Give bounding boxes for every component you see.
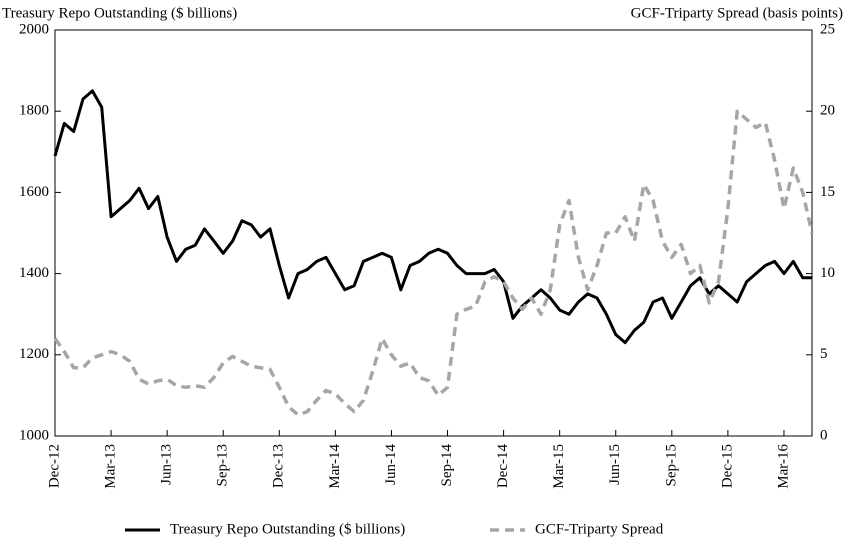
y2-tick-label: 5 xyxy=(820,346,828,362)
y2-tick-label: 20 xyxy=(820,103,835,119)
y-tick-label: 1400 xyxy=(19,265,49,281)
y-tick-label: 1600 xyxy=(19,184,49,200)
x-tick-label: Jun-15 xyxy=(607,444,623,485)
x-tick-label: Mar-16 xyxy=(775,444,791,489)
y2-tick-label: 25 xyxy=(820,21,835,37)
y-axis-title: Treasury Repo Outstanding ($ billions) xyxy=(2,5,237,21)
y2-tick-label: 10 xyxy=(820,265,835,281)
plot-frame xyxy=(54,29,813,437)
x-tick-label: Dec-13 xyxy=(271,444,287,488)
x-tick-label: Jun-13 xyxy=(159,444,175,485)
y2-tick-label: 0 xyxy=(820,427,828,443)
x-tick-label: Mar-15 xyxy=(551,444,567,489)
x-tick-label: Sep-14 xyxy=(439,444,455,487)
x-tick-label: Sep-15 xyxy=(663,444,679,487)
x-tick-label: Dec-14 xyxy=(495,444,511,489)
x-tick-label: Sep-13 xyxy=(215,444,231,487)
x-tick-label: Dec-12 xyxy=(46,444,62,488)
x-tick-label: Mar-13 xyxy=(103,444,119,489)
series-line xyxy=(53,109,814,417)
series-line xyxy=(53,89,812,345)
y-tick-label: 1000 xyxy=(19,427,49,443)
x-tick-label: Mar-14 xyxy=(327,444,343,489)
x-tick-label: Jun-14 xyxy=(383,444,399,485)
y2-tick-label: 15 xyxy=(820,184,835,200)
x-tick-label: Dec-15 xyxy=(719,444,735,488)
y-tick-label: 1800 xyxy=(19,103,49,119)
y2-axis-title: GCF-Triparty Spread (basis points) xyxy=(631,5,843,21)
y-tick-label: 2000 xyxy=(19,21,49,37)
legend-label: Treasury Repo Outstanding ($ billions) xyxy=(170,521,405,537)
legend-label: GCF-Triparty Spread xyxy=(535,521,664,537)
y-tick-label: 1200 xyxy=(19,346,49,362)
